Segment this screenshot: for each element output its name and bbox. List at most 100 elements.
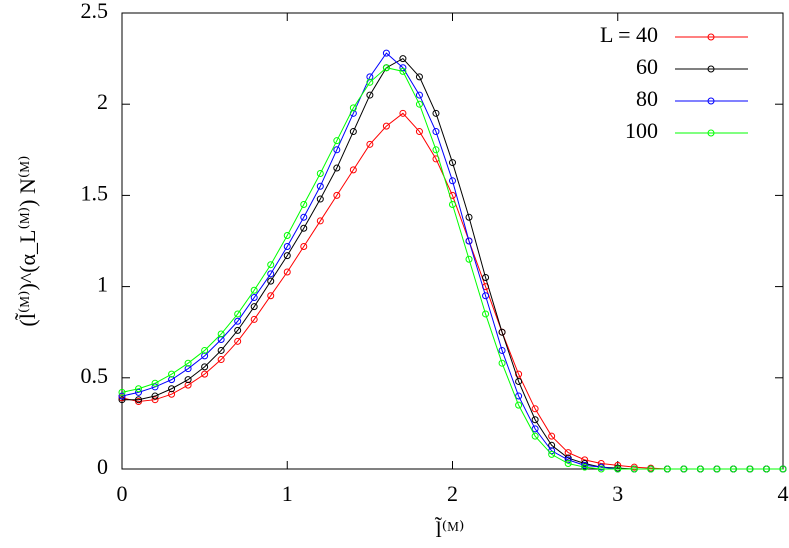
data-point xyxy=(415,73,423,81)
data-point xyxy=(283,268,291,276)
data-point xyxy=(135,398,143,406)
data-point xyxy=(151,379,159,387)
y-tick-label: 2.5 xyxy=(81,0,109,23)
data-point xyxy=(531,405,539,413)
data-point xyxy=(250,303,258,311)
data-point xyxy=(300,224,308,232)
data-point xyxy=(267,270,275,278)
data-point xyxy=(696,465,704,473)
data-point xyxy=(316,195,324,203)
data-point xyxy=(184,381,192,389)
data-point xyxy=(366,78,374,86)
legend-label: L = 40 xyxy=(600,22,658,47)
data-point xyxy=(482,292,490,300)
data-point xyxy=(267,292,275,300)
data-point xyxy=(151,383,159,391)
data-point xyxy=(564,460,572,468)
data-point xyxy=(300,201,308,209)
legend-label: 100 xyxy=(625,118,658,143)
data-point xyxy=(515,370,523,378)
legend-marker xyxy=(707,65,715,73)
data-point xyxy=(333,164,341,172)
data-point xyxy=(399,64,407,72)
data-point xyxy=(135,396,143,404)
data-point xyxy=(746,465,754,473)
data-point xyxy=(234,317,242,325)
data-point xyxy=(548,450,556,458)
data-point xyxy=(630,463,638,471)
data-point xyxy=(729,465,737,473)
data-point xyxy=(333,146,341,154)
legend-label: 60 xyxy=(636,54,658,79)
x-tick-label: 1 xyxy=(282,481,293,506)
data-point xyxy=(151,392,159,400)
legend-label: 80 xyxy=(636,86,658,111)
data-point xyxy=(581,461,589,469)
series-line xyxy=(121,67,783,470)
data-point xyxy=(498,346,506,354)
data-point xyxy=(564,449,572,457)
legend-marker xyxy=(707,33,715,41)
data-point xyxy=(399,109,407,117)
y-tick-label: 0 xyxy=(97,454,108,479)
data-point xyxy=(415,128,423,136)
data-point xyxy=(283,232,291,240)
data-point xyxy=(250,294,258,302)
data-point xyxy=(680,465,688,473)
data-point xyxy=(201,346,209,354)
data-point xyxy=(283,242,291,250)
data-point xyxy=(135,385,143,393)
data-point xyxy=(779,465,787,473)
y-tick-label: 1 xyxy=(97,272,108,297)
data-point xyxy=(415,91,423,99)
data-point xyxy=(135,388,143,396)
data-point xyxy=(168,370,176,378)
data-point xyxy=(531,416,539,424)
data-point xyxy=(184,359,192,367)
data-point xyxy=(432,146,440,154)
data-point xyxy=(250,286,258,294)
x-tick-label: 3 xyxy=(612,481,623,506)
data-point xyxy=(597,463,605,471)
x-tick-label: 0 xyxy=(117,481,128,506)
data-point xyxy=(382,49,390,57)
data-point xyxy=(630,465,638,473)
data-point xyxy=(349,166,357,174)
data-point xyxy=(168,376,176,384)
data-point xyxy=(300,242,308,250)
data-point xyxy=(399,67,407,75)
data-point xyxy=(366,140,374,148)
data-point xyxy=(762,465,770,473)
data-point xyxy=(531,425,539,433)
x-axis-label: l̃⁽ᴹ⁾ xyxy=(435,517,465,542)
data-point xyxy=(415,100,423,108)
data-point xyxy=(449,177,456,185)
y-axis-label: (l̃⁽ᴹ⁾)^(α_L⁽ᴹ⁾) N⁽ᴹ⁾ xyxy=(15,155,40,326)
legend-marker xyxy=(707,129,715,137)
data-point xyxy=(465,255,473,263)
data-point xyxy=(597,460,605,468)
data-point xyxy=(316,182,324,190)
data-point xyxy=(118,394,126,402)
data-point xyxy=(234,337,242,345)
data-point xyxy=(581,460,589,468)
y-tick-label: 2 xyxy=(97,89,108,114)
data-point xyxy=(184,365,192,373)
data-point xyxy=(597,465,605,473)
data-point xyxy=(118,388,126,396)
data-point xyxy=(366,73,374,81)
data-point xyxy=(234,310,242,318)
data-point xyxy=(201,352,209,360)
data-point xyxy=(531,432,539,440)
series-line xyxy=(121,112,783,470)
data-point xyxy=(548,441,556,449)
data-point xyxy=(498,359,506,367)
data-point xyxy=(217,356,225,364)
data-point xyxy=(432,109,440,117)
data-point xyxy=(564,456,572,464)
data-point xyxy=(217,330,225,338)
data-point xyxy=(300,213,308,221)
data-point xyxy=(713,465,721,473)
y-tick-label: 0.5 xyxy=(81,363,109,388)
